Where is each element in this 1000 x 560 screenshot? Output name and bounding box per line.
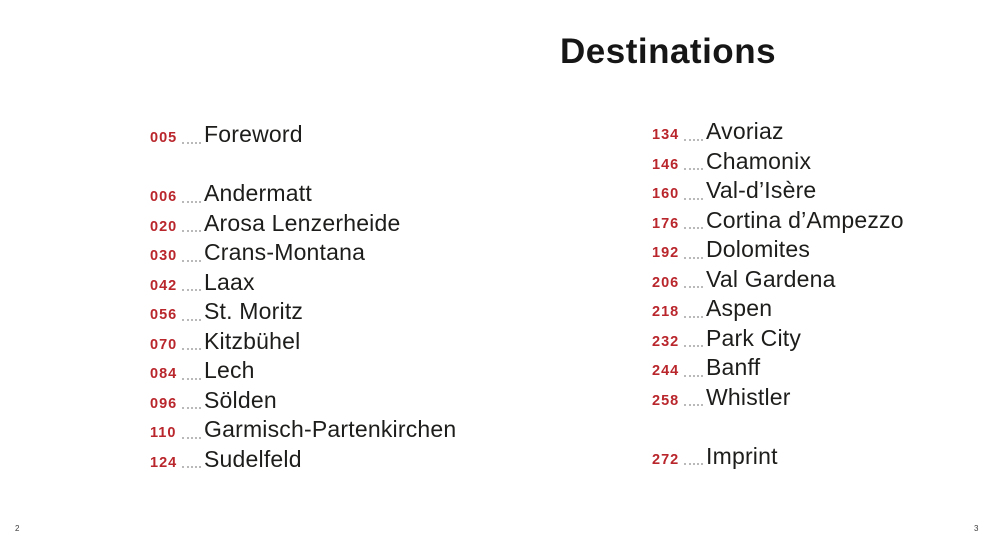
dotted-leader — [684, 286, 703, 288]
toc-entry-label: Laax — [204, 268, 255, 295]
page-title: Destinations — [560, 32, 777, 71]
toc-entry-label: Aspen — [706, 295, 773, 321]
toc-entry: 206 Val Gardena — [652, 266, 1000, 296]
toc-entry-label: Val-d’Isère — [706, 177, 817, 203]
toc-entry-label: Sudelfeld — [204, 445, 302, 472]
toc-page-number: 258 — [652, 392, 680, 409]
toc-entry: 258 Whistler — [652, 384, 1000, 414]
toc-page-number: 070 — [150, 336, 178, 353]
toc-entry: 056 St. Moritz — [150, 298, 510, 328]
toc-entry: 006 Andermatt — [150, 180, 510, 210]
dotted-leader — [684, 404, 703, 406]
toc-entry-label: Dolomites — [706, 236, 811, 262]
dotted-leader — [182, 230, 201, 232]
toc-group: 134 Avoriaz 146 Chamonix 160 Val-d’Isère 176 Co… — [652, 118, 1000, 413]
toc-entry-label: Imprint — [706, 442, 778, 469]
dotted-leader — [182, 348, 201, 350]
toc-entry-label: Avoriaz — [706, 118, 784, 144]
dotted-leader — [684, 227, 703, 229]
toc-entry-label: St. Moritz — [204, 298, 304, 324]
toc-entry-label: Kitzbühel — [204, 327, 301, 354]
toc-entry-label: Whistler — [706, 383, 791, 410]
dotted-leader — [182, 407, 201, 409]
toc-page-number: 030 — [150, 248, 178, 264]
toc-entry-label: Banff — [706, 354, 761, 380]
dotted-leader — [182, 259, 201, 262]
toc-entry: 020 Arosa Lenzerheide — [150, 210, 510, 240]
toc-group: 006 Andermatt 020 Arosa Lenzerheide 030 Crans… — [150, 180, 510, 475]
toc-entry: 176 Cortina d’Ampezzo — [652, 207, 1000, 237]
toc-entry-label: Chamonix — [706, 147, 812, 174]
toc-page-number: 176 — [652, 215, 680, 232]
toc-page-number: 006 — [150, 189, 178, 205]
toc-entry: 244 Banff — [652, 354, 1000, 384]
dotted-leader — [684, 197, 703, 200]
folio-right: 3 — [974, 524, 979, 533]
toc-entry: 192 Dolomites — [652, 236, 1000, 266]
toc-entry: 272 Imprint — [652, 443, 1000, 473]
toc-entry-label: Andermatt — [204, 180, 312, 206]
toc-page-number: 110 — [150, 425, 177, 441]
toc-page-number: 206 — [652, 274, 680, 291]
toc-page-number: 160 — [652, 186, 680, 202]
dotted-leader — [182, 377, 201, 380]
dotted-leader — [684, 345, 703, 347]
dotted-leader — [182, 318, 201, 321]
toc-group: 005 Foreword — [150, 121, 510, 151]
toc-column-left: 005 Foreword 006 Andermatt 020 Arosa Lenzerhe… — [150, 121, 510, 475]
toc-entry-label: Foreword — [204, 121, 303, 147]
dotted-leader — [684, 256, 703, 259]
toc-entry-label: Lech — [204, 357, 255, 383]
toc-entry-label: Park City — [706, 324, 802, 351]
toc-entry: 070 Kitzbühel — [150, 328, 510, 358]
toc-column-right: 134 Avoriaz 146 Chamonix 160 Val-d’Isère 176 Co… — [652, 118, 1000, 472]
toc-entry: 084 Lech — [150, 357, 510, 387]
toc-entry: 030 Crans-Montana — [150, 239, 510, 269]
toc-page-number: 084 — [150, 366, 178, 382]
toc-page-number: 134 — [652, 127, 680, 143]
toc-page-number: 272 — [652, 451, 680, 468]
toc-page-number: 124 — [150, 454, 178, 471]
dotted-leader — [182, 141, 201, 144]
dotted-leader — [684, 315, 703, 318]
toc-page-number: 244 — [652, 363, 680, 379]
toc-entry-label: Garmisch-Partenkirchen — [204, 416, 457, 442]
toc-page-number: 096 — [150, 395, 178, 412]
toc-page-number: 232 — [652, 333, 680, 350]
toc-group: 272 Imprint — [652, 443, 1000, 473]
toc-page-number: 042 — [150, 277, 178, 294]
toc-entry-label: Val Gardena — [706, 265, 836, 292]
dotted-leader — [684, 168, 703, 170]
toc-page-number: 056 — [150, 307, 178, 323]
toc-page-number: 192 — [652, 245, 680, 261]
toc-entry: 218 Aspen — [652, 295, 1000, 325]
toc-entry: 096 Sölden — [150, 387, 510, 417]
dotted-leader — [684, 463, 703, 465]
toc-entry: 110 Garmisch-Partenkirchen — [150, 416, 510, 446]
dotted-leader — [684, 374, 703, 377]
toc-entry-label: Cortina d’Ampezzo — [706, 206, 904, 233]
dotted-leader — [182, 289, 201, 291]
toc-entry: 042 Laax — [150, 269, 510, 299]
toc-page-number: 020 — [150, 218, 178, 235]
toc-entry: 005 Foreword — [150, 121, 510, 151]
folio-left: 2 — [15, 524, 20, 533]
dotted-leader — [182, 436, 201, 439]
toc-entry: 232 Park City — [652, 325, 1000, 355]
toc-page-number: 218 — [652, 304, 680, 320]
toc-page-number: 005 — [150, 130, 178, 146]
toc-entry-label: Crans-Montana — [204, 239, 366, 265]
toc-entry: 134 Avoriaz — [652, 118, 1000, 148]
toc-page-number: 146 — [652, 156, 680, 173]
toc-entry-label: Arosa Lenzerheide — [204, 209, 401, 236]
toc-entry: 146 Chamonix — [652, 148, 1000, 178]
dotted-leader — [182, 466, 201, 468]
toc-entry-label: Sölden — [204, 386, 277, 413]
toc-entry: 160 Val-d’Isère — [652, 177, 1000, 207]
toc-entry: 124 Sudelfeld — [150, 446, 510, 476]
dotted-leader — [684, 138, 703, 141]
dotted-leader — [182, 200, 201, 203]
